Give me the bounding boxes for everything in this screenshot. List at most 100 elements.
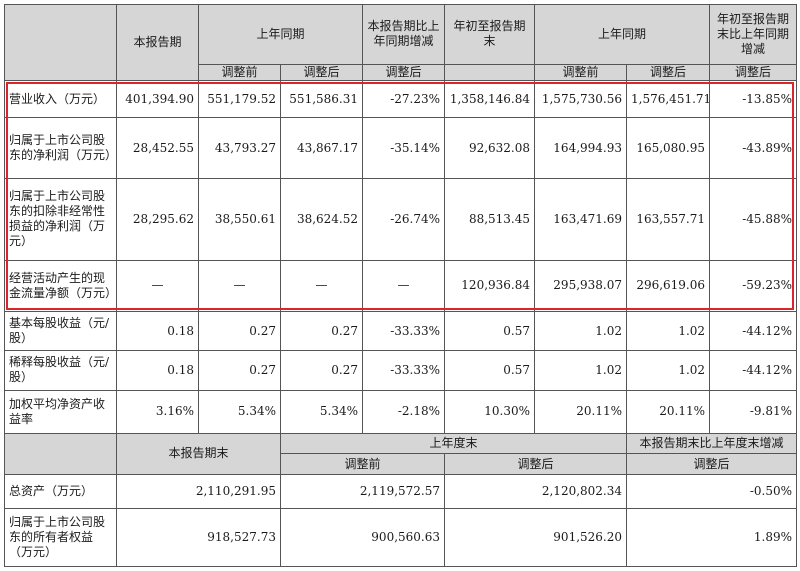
header-after-adj: 调整后 bbox=[279, 63, 364, 82]
header-ytd-change: 年初至报告期末比上年同期增减 bbox=[709, 4, 798, 65]
table-row: 加权平均净资产收益率 3.16% 5.34% 5.34% -2.18% 10.3… bbox=[4, 389, 798, 434]
cell-value: 551,586.31 bbox=[279, 80, 364, 119]
cell-value: 1.89% bbox=[626, 508, 798, 567]
cell-value: 163,471.69 bbox=[534, 178, 628, 261]
cell-value: 0.27 bbox=[279, 311, 364, 352]
cell-value: -33.33% bbox=[362, 350, 446, 391]
cell-value: 92,632.08 bbox=[444, 117, 536, 180]
header-after-adj: 调整后 bbox=[362, 63, 446, 82]
cell-value: 295,938.07 bbox=[534, 259, 628, 313]
header-prior-ytd: 上年同期 bbox=[534, 4, 711, 65]
cell-value: 1,358,146.84 bbox=[444, 80, 536, 119]
cell-value: 165,080.95 bbox=[626, 117, 711, 180]
cell-value: 551,179.52 bbox=[198, 80, 281, 119]
cell-value: -27.23% bbox=[362, 80, 446, 119]
cell-value: 0.27 bbox=[279, 350, 364, 391]
cell-value: -33.33% bbox=[362, 311, 446, 352]
cell-value: 164,994.93 bbox=[534, 117, 628, 180]
cell-value: 1.02 bbox=[626, 350, 711, 391]
cell-value: 401,394.90 bbox=[116, 80, 199, 119]
cell-value: 1,575,730.56 bbox=[534, 80, 628, 119]
cell-value: 163,557.71 bbox=[626, 178, 711, 261]
row-label: 加权平均净资产收益率 bbox=[4, 389, 117, 434]
row-label: 归属于上市公司股东的扣除非经常性损益的净利润（万元） bbox=[4, 178, 117, 261]
cell-value: -44.12% bbox=[709, 350, 798, 391]
cell-value: 0.27 bbox=[198, 350, 281, 391]
cell-value: — bbox=[198, 259, 281, 313]
cell-value: 28,295.62 bbox=[116, 178, 199, 261]
cell-value: 2,120,802.34 bbox=[444, 474, 628, 510]
cell-value: 0.18 bbox=[116, 311, 199, 352]
balance-row: 归属于上市公司股东的所有者权益（万元） 918,527.73 900,560.6… bbox=[4, 508, 798, 567]
cell-value: -13.85% bbox=[709, 80, 798, 119]
cell-value: 1,576,451.71 bbox=[626, 80, 711, 119]
balance-header-change-after-adj: 调整后 bbox=[626, 453, 798, 476]
cell-value: -9.81% bbox=[709, 389, 798, 434]
cell-value: 901,526.20 bbox=[444, 508, 628, 567]
row-label: 归属于上市公司股东的净利润（万元） bbox=[4, 117, 117, 180]
table-row: 稀释每股收益（元/股） 0.18 0.27 0.27 -33.33% 0.57 … bbox=[4, 350, 798, 391]
cell-value: 1.02 bbox=[626, 311, 711, 352]
row-label: 归属于上市公司股东的所有者权益（万元） bbox=[4, 508, 117, 567]
cell-value: -59.23% bbox=[709, 259, 798, 313]
cell-value: 900,560.63 bbox=[279, 508, 446, 567]
cell-value: 38,624.52 bbox=[279, 178, 364, 261]
cell-value: -45.88% bbox=[709, 178, 798, 261]
header-prior-period: 上年同期 bbox=[197, 4, 364, 65]
cell-value: 2,119,572.57 bbox=[279, 474, 446, 510]
cell-value: 0.27 bbox=[198, 311, 281, 352]
table-row: 归属于上市公司股东的净利润（万元） 28,452.55 43,793.27 43… bbox=[4, 117, 798, 180]
balance-row: 总资产（万元） 2,110,291.95 2,119,572.57 2,120,… bbox=[4, 474, 798, 510]
cell-value: 1.02 bbox=[534, 311, 628, 352]
cell-value: 20.11% bbox=[626, 389, 711, 434]
cell-value: — bbox=[362, 259, 446, 313]
cell-value: 88,513.45 bbox=[444, 178, 536, 261]
table-row: 经营活动产生的现金流量净额（万元） — — — — 120,936.84 295… bbox=[4, 259, 798, 313]
cell-value: -0.50% bbox=[626, 474, 798, 510]
cell-value: 28,452.55 bbox=[116, 117, 199, 180]
header-blank bbox=[444, 63, 536, 82]
cell-value: — bbox=[116, 259, 199, 313]
cell-value: 43,793.27 bbox=[198, 117, 281, 180]
balance-header-after-adj: 调整后 bbox=[444, 453, 628, 476]
cell-value: -35.14% bbox=[362, 117, 446, 180]
cell-value: -26.74% bbox=[362, 178, 446, 261]
cell-value: 10.30% bbox=[444, 389, 536, 434]
cell-value: -43.89% bbox=[709, 117, 798, 180]
balance-header-prior-year-end: 上年度末 bbox=[279, 432, 628, 455]
cell-value: 3.16% bbox=[116, 389, 199, 434]
row-label: 基本每股收益（元/股） bbox=[4, 311, 117, 352]
header-after-adj: 调整后 bbox=[626, 63, 711, 82]
cell-value: 2,110,291.95 bbox=[116, 474, 281, 510]
table-row: 营业收入（万元） 401,394.90 551,179.52 551,586.3… bbox=[4, 80, 798, 119]
cell-value: 120,936.84 bbox=[444, 259, 536, 313]
header-before-adj: 调整前 bbox=[534, 63, 628, 82]
row-label: 稀释每股收益（元/股） bbox=[4, 350, 117, 391]
cell-value: -44.12% bbox=[709, 311, 798, 352]
row-label: 总资产（万元） bbox=[4, 474, 117, 510]
table-row: 基本每股收益（元/股） 0.18 0.27 0.27 -33.33% 0.57 … bbox=[4, 311, 798, 352]
cell-value: 0.18 bbox=[116, 350, 199, 391]
balance-header-change: 本报告期末比上年度末增减 bbox=[626, 432, 798, 455]
header-ytd: 年初至报告期末 bbox=[444, 4, 536, 65]
cell-value: 43,867.17 bbox=[279, 117, 364, 180]
cell-value: 5.34% bbox=[198, 389, 281, 434]
cell-value: -2.18% bbox=[362, 389, 446, 434]
cell-value: 38,550.61 bbox=[198, 178, 281, 261]
cell-value: 5.34% bbox=[279, 389, 364, 434]
table-row: 归属于上市公司股东的扣除非经常性损益的净利润（万元） 28,295.62 38,… bbox=[4, 178, 798, 261]
cell-value: 1.02 bbox=[534, 350, 628, 391]
cell-value: 0.57 bbox=[444, 311, 536, 352]
balance-header-period-end: 本报告期末 bbox=[116, 432, 281, 476]
cell-value: 296,619.06 bbox=[626, 259, 711, 313]
financial-table: 本报告期 上年同期 本报告期比上年同期增减 年初至报告期末 上年同期 年初至报告… bbox=[4, 3, 798, 567]
row-label: 营业收入（万元） bbox=[4, 80, 117, 119]
balance-header-blank bbox=[4, 432, 117, 476]
header-after-adj: 调整后 bbox=[709, 63, 798, 82]
cell-value: 0.57 bbox=[444, 350, 536, 391]
header-blank bbox=[4, 3, 117, 82]
cell-value: 20.11% bbox=[534, 389, 628, 434]
row-label: 经营活动产生的现金流量净额（万元） bbox=[4, 259, 117, 313]
header-before-adj: 调整前 bbox=[198, 63, 281, 82]
financial-summary: 本报告期 上年同期 本报告期比上年同期增减 年初至报告期末 上年同期 年初至报告… bbox=[4, 3, 798, 567]
